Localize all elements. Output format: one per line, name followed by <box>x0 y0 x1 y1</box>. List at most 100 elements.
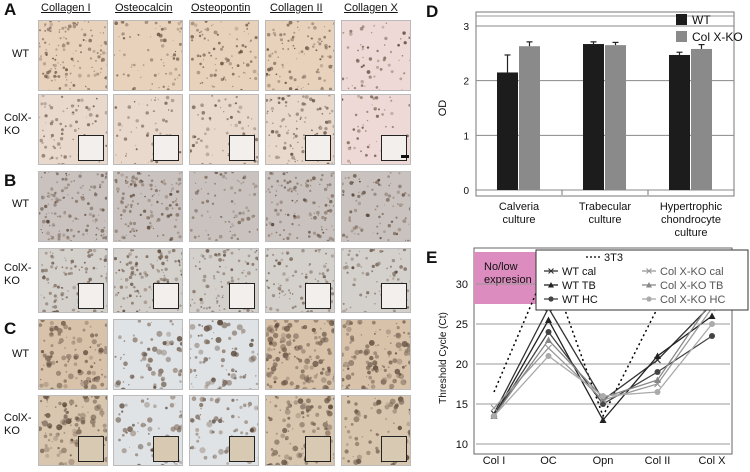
micrograph-tile <box>265 395 335 466</box>
micrograph-tile <box>189 395 259 466</box>
x-category-label: Trabecular culture <box>579 201 632 226</box>
inset-box <box>381 283 407 309</box>
plot-frame <box>475 11 735 197</box>
inset-box <box>305 135 331 161</box>
micrograph-tile <box>189 94 259 165</box>
data-point <box>654 352 661 359</box>
bar <box>691 48 712 191</box>
inset-box <box>78 436 104 462</box>
y-tick-label: 15 <box>456 399 468 411</box>
data-point <box>709 333 715 339</box>
legend-box <box>535 249 749 311</box>
data-point <box>654 389 661 395</box>
column-header-osteopontin: Osteopontin <box>191 2 251 14</box>
legend-label: 3T3 <box>604 252 623 264</box>
bar <box>583 44 604 190</box>
legend-label: Col X-KO <box>692 30 743 44</box>
row-label-b-wt: WT <box>12 198 30 210</box>
legend-label: WT <box>692 13 711 27</box>
x-category-label: Col II <box>645 455 671 467</box>
inset-box <box>305 436 331 462</box>
y-axis-label: Threshold Cycle (Ct) <box>438 312 449 404</box>
micrograph-tile <box>341 171 411 242</box>
legend-marker <box>646 296 652 302</box>
y-axis-label: OD <box>437 100 449 117</box>
data-point <box>545 336 552 343</box>
micrograph-tile <box>38 171 108 242</box>
micrograph-tile <box>189 248 259 313</box>
inset-box <box>153 135 179 161</box>
panel-label-e: E <box>426 248 438 267</box>
legend-marker <box>548 268 554 274</box>
x-category-label: Opn <box>593 455 614 467</box>
micrograph-tile <box>38 248 108 313</box>
row-label-a-wt: WT <box>12 48 30 60</box>
data-point <box>545 316 552 323</box>
legend-label: WT cal <box>562 266 596 278</box>
column-header-collagen-x: Collagen X <box>344 2 398 14</box>
inset-box <box>153 436 179 462</box>
row-label-b-colx-ko: ColX- KO <box>4 262 32 287</box>
column-header-collagen-ii: Collagen II <box>270 2 323 14</box>
row-label-c-wt: WT <box>12 348 30 360</box>
panel-label-b: B <box>4 171 17 190</box>
data-point <box>545 329 552 335</box>
bar-chart-od: 0 1 2 3 OD Calveria culture Trabecular culture Hy… <box>437 11 743 239</box>
data-point <box>708 312 716 319</box>
inset-box <box>78 135 104 161</box>
data-point <box>654 376 661 383</box>
data-point <box>600 393 606 399</box>
micrograph-tile <box>113 319 183 390</box>
x-category-label: Hypertrophic chondrocyte culture <box>660 201 723 239</box>
bar <box>497 72 518 190</box>
data-point <box>545 344 552 352</box>
plot-frame <box>473 247 733 455</box>
legend-label: Col X-KO HC <box>660 294 725 306</box>
row-label-c-colx-ko: ColX- KO <box>4 412 32 437</box>
micrograph-tile <box>265 319 335 390</box>
panel-label-d: D <box>426 2 439 21</box>
micrograph-tile <box>113 395 183 466</box>
micrograph-tile <box>113 171 183 242</box>
micrograph-tile <box>341 94 411 165</box>
data-point <box>599 416 607 423</box>
micrograph-tile <box>265 171 335 242</box>
micrograph-tile <box>341 395 411 466</box>
micrograph-tile <box>189 319 259 390</box>
bar <box>669 54 690 191</box>
column-header-osteocalcin: Osteocalcin <box>115 2 173 14</box>
scale-bar <box>401 155 409 158</box>
y-tick-label: 30 <box>456 279 468 291</box>
micrograph-tile <box>113 94 183 165</box>
legend-marker <box>646 282 652 288</box>
y-tick-label: 0 <box>463 186 469 197</box>
data-point <box>490 404 498 412</box>
micrograph-tile <box>265 94 335 165</box>
bar <box>519 46 540 190</box>
y-tick-label: 20 <box>456 359 468 371</box>
micrograph-tile <box>341 248 411 313</box>
micrograph-tile <box>38 319 108 390</box>
bar <box>605 45 626 191</box>
legend-marker <box>548 282 554 288</box>
micrograph-tile <box>189 171 259 242</box>
x-category-label: Calveria culture <box>499 201 540 226</box>
legend-label: WT HC <box>562 294 598 306</box>
inset-box <box>153 283 179 309</box>
panel-label-c: C <box>4 319 17 338</box>
micrograph-tile <box>265 248 335 313</box>
y-tick-label: 1 <box>463 131 469 142</box>
inset-box <box>229 283 255 309</box>
micrograph-tile <box>189 20 259 91</box>
legend-label: Col X-KO TB <box>660 280 723 292</box>
inset-box <box>78 283 104 309</box>
legend-label: Col X-KO cal <box>660 266 724 278</box>
y-tick-label: 10 <box>456 439 468 451</box>
panel-label-a: A <box>4 0 17 19</box>
row-label-a-colx-ko: ColX- KO <box>4 112 32 137</box>
legend-swatch <box>676 14 687 25</box>
data-point <box>545 353 552 359</box>
inset-box <box>229 135 255 161</box>
micrograph-tile <box>113 20 183 91</box>
